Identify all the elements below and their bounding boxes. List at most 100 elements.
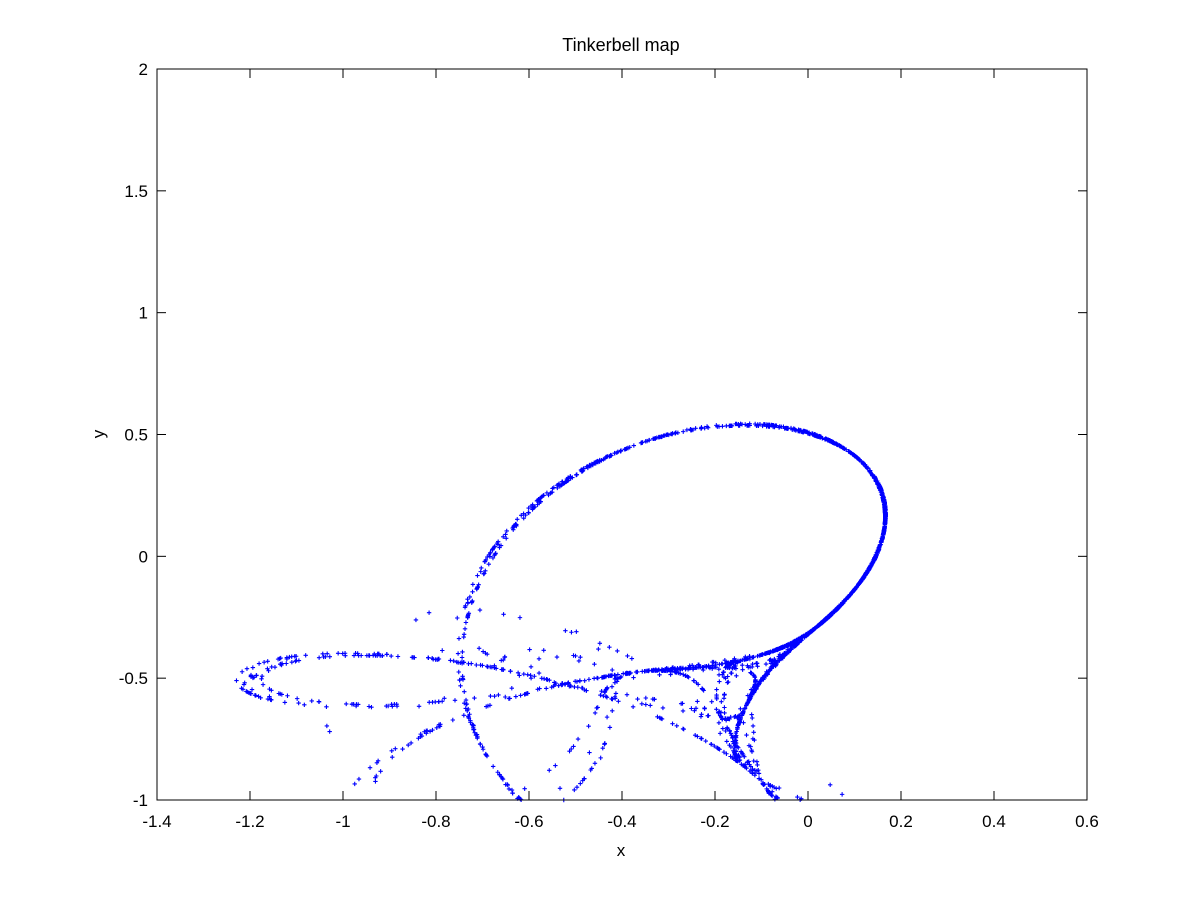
scatter-point (480, 744, 485, 750)
scatter-point (268, 697, 273, 702)
scatter-point (733, 666, 739, 671)
scatter-point (714, 687, 719, 692)
scatter-point (733, 730, 739, 736)
scatter-point (750, 661, 755, 667)
scatter-point (456, 669, 461, 675)
scatter-point (728, 660, 733, 665)
scatter-point (719, 699, 724, 704)
scatter-point (532, 504, 538, 510)
scatter-point (654, 668, 659, 673)
scatter-point (517, 673, 522, 678)
scatter-point (720, 717, 725, 722)
scatter-point (539, 676, 544, 681)
x-tick: 0.4 (982, 69, 1006, 831)
y-tick-label: -1 (133, 791, 148, 810)
scatter-point (549, 684, 554, 690)
scatter-point (693, 426, 698, 431)
scatter-point (482, 571, 487, 576)
scatter-point (554, 654, 560, 660)
scatter-point (723, 716, 728, 721)
scatter-point (472, 695, 477, 701)
scatter-point (490, 555, 496, 561)
y-axis: -1 -0.5 0 0.5 1 1.5 2 (119, 60, 1087, 810)
scatter-point (574, 472, 579, 477)
scatter-point (436, 699, 441, 704)
scatter-point (724, 739, 729, 744)
scatter-point (486, 562, 491, 567)
scatter-point (675, 666, 680, 671)
scatter-point (418, 731, 423, 737)
scatter-point (568, 474, 573, 479)
scatter-point (498, 774, 504, 779)
scatter-point (748, 764, 754, 769)
scatter-point (309, 698, 314, 704)
x-tick-label: 0.4 (982, 812, 1006, 831)
scatter-point (616, 699, 621, 704)
scatter-point (686, 675, 691, 680)
scatter-point (491, 546, 496, 551)
scatter-point (452, 698, 458, 703)
scatter-point (633, 669, 639, 675)
scatter-point (780, 655, 785, 660)
scatter-point (612, 450, 617, 456)
scatter-point (755, 664, 760, 669)
scatter-point (716, 720, 722, 726)
scatter-point (484, 664, 490, 669)
scatter-point (389, 748, 394, 754)
scatter-point (761, 422, 767, 427)
scatter-point (607, 453, 613, 459)
scatter-point (503, 532, 508, 537)
scatter-point (724, 751, 729, 756)
scatter-point (458, 683, 463, 689)
scatter-point (756, 771, 762, 776)
scatter-point (650, 696, 655, 702)
scatter-point (834, 442, 840, 447)
scatter-point (627, 445, 632, 450)
scatter-point (475, 573, 480, 578)
scatter-point (461, 660, 466, 665)
scatter-point (483, 752, 488, 757)
scatter-point (600, 675, 605, 680)
scatter-point (734, 673, 739, 678)
scatter-point (390, 754, 395, 760)
scatter-point (522, 786, 527, 791)
scatter-point (727, 728, 732, 733)
scatter-point (768, 782, 773, 788)
scatter-point (710, 663, 715, 668)
x-tick: -0.4 (607, 69, 637, 831)
scatter-point (869, 561, 874, 567)
scatter-point (598, 692, 603, 698)
scatter-point (738, 658, 743, 664)
scatter-point (848, 592, 853, 598)
scatter-point (367, 765, 373, 770)
scatter-point (727, 665, 732, 671)
scatter-point (515, 517, 520, 522)
y-tick-label: 2 (139, 60, 148, 79)
scatter-point (747, 768, 753, 774)
scatter-point (875, 548, 881, 554)
scatter-point (882, 517, 888, 522)
scatter-point (259, 674, 265, 679)
scatter-point (495, 542, 501, 547)
scatter-point (680, 708, 686, 714)
scatter-point (681, 672, 686, 677)
scatter-point (469, 600, 474, 605)
scatter-point (278, 661, 283, 667)
x-axis-label: x (617, 841, 626, 860)
scatter-point (865, 568, 871, 574)
scatter-point (836, 605, 841, 611)
scatter-point (812, 626, 817, 632)
y-axis-label: y (89, 429, 108, 438)
scatter-point (882, 526, 887, 531)
scatter-point (750, 715, 755, 721)
scatter-point (806, 430, 812, 435)
scatter-point (485, 703, 491, 709)
scatter-point (390, 704, 395, 709)
scatter-point (515, 670, 521, 676)
scatter-point (436, 722, 442, 727)
scatter-point (525, 691, 531, 696)
scatter-point (755, 653, 760, 659)
scatter-points (234, 421, 888, 803)
scatter-point (602, 742, 607, 747)
